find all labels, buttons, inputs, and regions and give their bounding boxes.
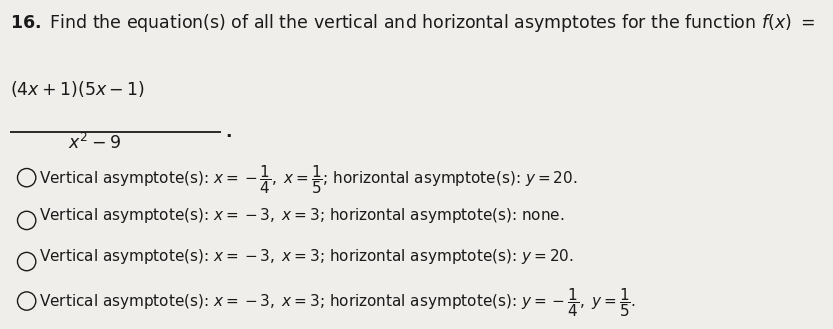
Text: Vertical asymptote(s): $x = -\dfrac{1}{4},\; x = \dfrac{1}{5}$; horizontal asymp: Vertical asymptote(s): $x = -\dfrac{1}{4…	[39, 163, 578, 196]
Text: $\mathbf{.}$: $\mathbf{.}$	[225, 123, 232, 140]
Text: $x^2-9$: $x^2-9$	[68, 133, 122, 153]
Text: Vertical asymptote(s): $x = -3,\; x = 3$; horizontal asymptote(s): $y = -\dfrac{: Vertical asymptote(s): $x = -3,\; x = 3$…	[39, 286, 636, 319]
Text: Vertical asymptote(s): $x = -3,\; x = 3$; horizontal asymptote(s): none.: Vertical asymptote(s): $x = -3,\; x = 3$…	[39, 206, 565, 225]
Text: Vertical asymptote(s): $x = -3,\; x = 3$; horizontal asymptote(s): $y = 20$.: Vertical asymptote(s): $x = -3,\; x = 3$…	[39, 247, 574, 266]
Text: Vertical asymptote(s): $x = -\dfrac{1}{4},\; x = \dfrac{1}{5}$; horizontal asymp: Vertical asymptote(s): $x = -\dfrac{1}{4…	[39, 327, 569, 329]
Text: $(4x+1)(5x-1)$: $(4x+1)(5x-1)$	[10, 79, 145, 99]
Text: $\mathbf{16.}$ Find the equation(s) of all the vertical and horizontal asymptote: $\mathbf{16.}$ Find the equation(s) of a…	[10, 12, 815, 34]
